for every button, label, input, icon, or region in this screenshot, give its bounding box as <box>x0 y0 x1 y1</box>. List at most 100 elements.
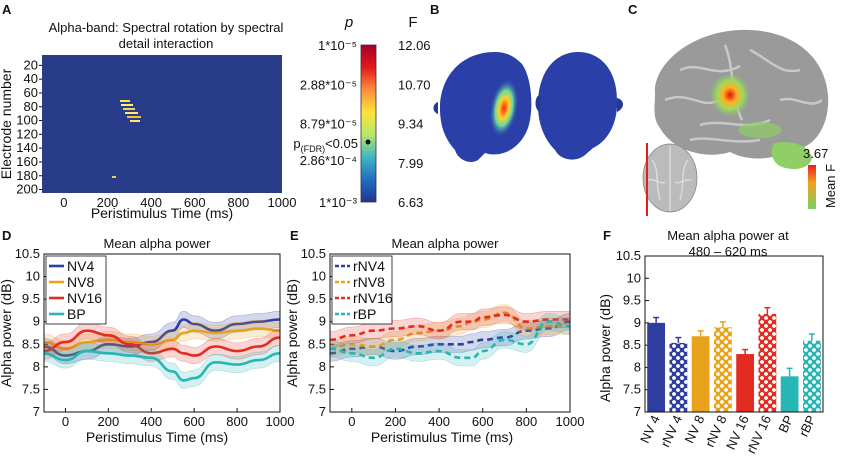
panel-label-e: E <box>290 228 299 243</box>
y-tick-label: 40 <box>24 71 38 86</box>
legend-box <box>45 255 107 325</box>
y-tick-label: 10 <box>26 269 40 284</box>
colorbar-f-label: 9.34 <box>398 117 423 132</box>
x-tick-label: 400 <box>140 195 162 210</box>
y-tick-label: 10 <box>312 269 326 284</box>
legend-label: NV16 <box>67 290 102 306</box>
y-tick-label: 9 <box>33 314 40 329</box>
x-tick-label: BP <box>775 413 796 435</box>
y-tick-label: 20 <box>24 57 38 72</box>
cerebellum <box>771 142 812 170</box>
y-tick-label: 140 <box>16 140 38 155</box>
bar-nv4 <box>647 322 666 412</box>
colorbar-p-label: 1*10⁻⁵ <box>318 38 357 53</box>
panel-a-x-ticks: 0 200 400 600 800 1000 <box>60 195 296 210</box>
colorbar-f-label: 7.99 <box>398 156 423 171</box>
panel-label-f: F <box>603 228 611 243</box>
y-tick-label: 8.5 <box>22 336 40 351</box>
fdr-p: p <box>293 136 300 151</box>
legend-label: rNV16 <box>353 290 393 306</box>
x-tick-label: 1000 <box>266 414 295 429</box>
cluster-mark <box>127 116 141 118</box>
panel-f-y-label: Alpha power (dB) <box>597 294 613 402</box>
y-tick-label: 10.5 <box>15 246 40 261</box>
legend-label: BP <box>67 306 86 322</box>
panel-d-y-label: Alpha power (dB) <box>0 279 14 387</box>
y-tick-label: 7.5 <box>22 381 40 396</box>
panel-f-title-2: 480 – 620 ms <box>689 244 768 259</box>
nose <box>433 102 438 114</box>
y-tick-label: 9.5 <box>308 291 326 306</box>
x-tick-label: 200 <box>98 414 120 429</box>
panel-f: F Mean alpha power at 480 – 620 ms 7 7.5 8… <box>597 228 824 456</box>
x-tick-label: 200 <box>385 414 407 429</box>
panel-label-c: C <box>628 2 638 17</box>
legend-label: rNV4 <box>353 258 385 274</box>
series-line-nv8 <box>43 327 281 351</box>
y-tick-label: 7 <box>319 404 326 419</box>
series-line-rbp <box>329 320 571 360</box>
series-line-rnv16 <box>329 313 570 342</box>
head-right <box>535 52 623 160</box>
heatmap-clusters <box>112 100 141 178</box>
y-tick-label: 80 <box>24 99 38 114</box>
colorbar-f-labels: 12.06 10.70 9.34 7.99 6.63 <box>398 38 431 210</box>
nose <box>617 98 623 112</box>
y-tick-label: 7.5 <box>308 381 326 396</box>
x-tick-label: 600 <box>472 414 494 429</box>
x-tick-label: 600 <box>183 414 205 429</box>
colorbar-f-label: 12.06 <box>398 38 431 53</box>
x-tick-label: rNV 4 <box>657 413 685 449</box>
y-tick-label: 180 <box>16 168 38 183</box>
panel-e-y-label: Alpha power (dB) <box>284 279 300 387</box>
y-tick-label: 100 <box>16 113 38 128</box>
head-left <box>433 52 532 162</box>
x-tick-label: 400 <box>140 414 162 429</box>
y-tick-label: 160 <box>16 154 38 169</box>
panel-e-x-label: Peristimulus Time (ms) <box>371 429 513 445</box>
y-tick-label: 10 <box>627 270 641 285</box>
y-tick-label: 8.5 <box>623 337 641 352</box>
y-tick-label: 7.5 <box>623 382 641 397</box>
legend-label: rBP <box>353 306 376 322</box>
activation-spot <box>489 78 519 138</box>
panel-a: A Alpha-band: Spectral rotation by spect… <box>0 2 296 221</box>
panel-b: B <box>430 2 623 162</box>
y-tick-label: 60 <box>24 85 38 100</box>
cluster-mark <box>123 108 135 110</box>
y-tick-label: 9 <box>634 315 641 330</box>
panel-a-title-1: Alpha-band: Spectral rotation by spectra… <box>49 20 284 35</box>
plot-frame <box>43 253 281 413</box>
panel-d-title: Mean alpha power <box>104 236 212 251</box>
y-tick-label: 8 <box>319 359 326 374</box>
bar-bp <box>780 376 799 412</box>
x-tick-label: 1000 <box>556 414 585 429</box>
bar-rnv16 <box>758 313 777 412</box>
legend-box <box>331 255 393 325</box>
panel-label-b: B <box>430 2 439 17</box>
activation-region <box>738 122 782 138</box>
y-tick-label: 7 <box>33 404 40 419</box>
panel-label-d: D <box>2 228 11 243</box>
series-line-rnv8 <box>329 311 570 351</box>
bar-rnv8 <box>713 327 732 412</box>
panel-d-x-label: Peristimulus Time (ms) <box>86 429 228 445</box>
bar-nv8 <box>691 336 710 412</box>
legend-label: rNV8 <box>353 274 385 290</box>
panel-d: D Mean alpha power 7 7.5 8 8.5 9 9.5 10 10.5 0 20… <box>0 228 294 445</box>
y-tick-label: 10.5 <box>616 248 641 263</box>
y-tick-label: 8.5 <box>308 336 326 351</box>
panel-f-title-1: Mean alpha power at <box>667 228 789 243</box>
series-line-bp <box>43 349 281 382</box>
plot-frame <box>329 253 571 413</box>
x-tick-label: 200 <box>97 195 119 210</box>
y-tick-label: 9.5 <box>22 291 40 306</box>
colorbar-p-label: 2.88*10⁻⁵ <box>300 77 357 92</box>
panel-a-title-2: detail interaction <box>119 36 214 51</box>
